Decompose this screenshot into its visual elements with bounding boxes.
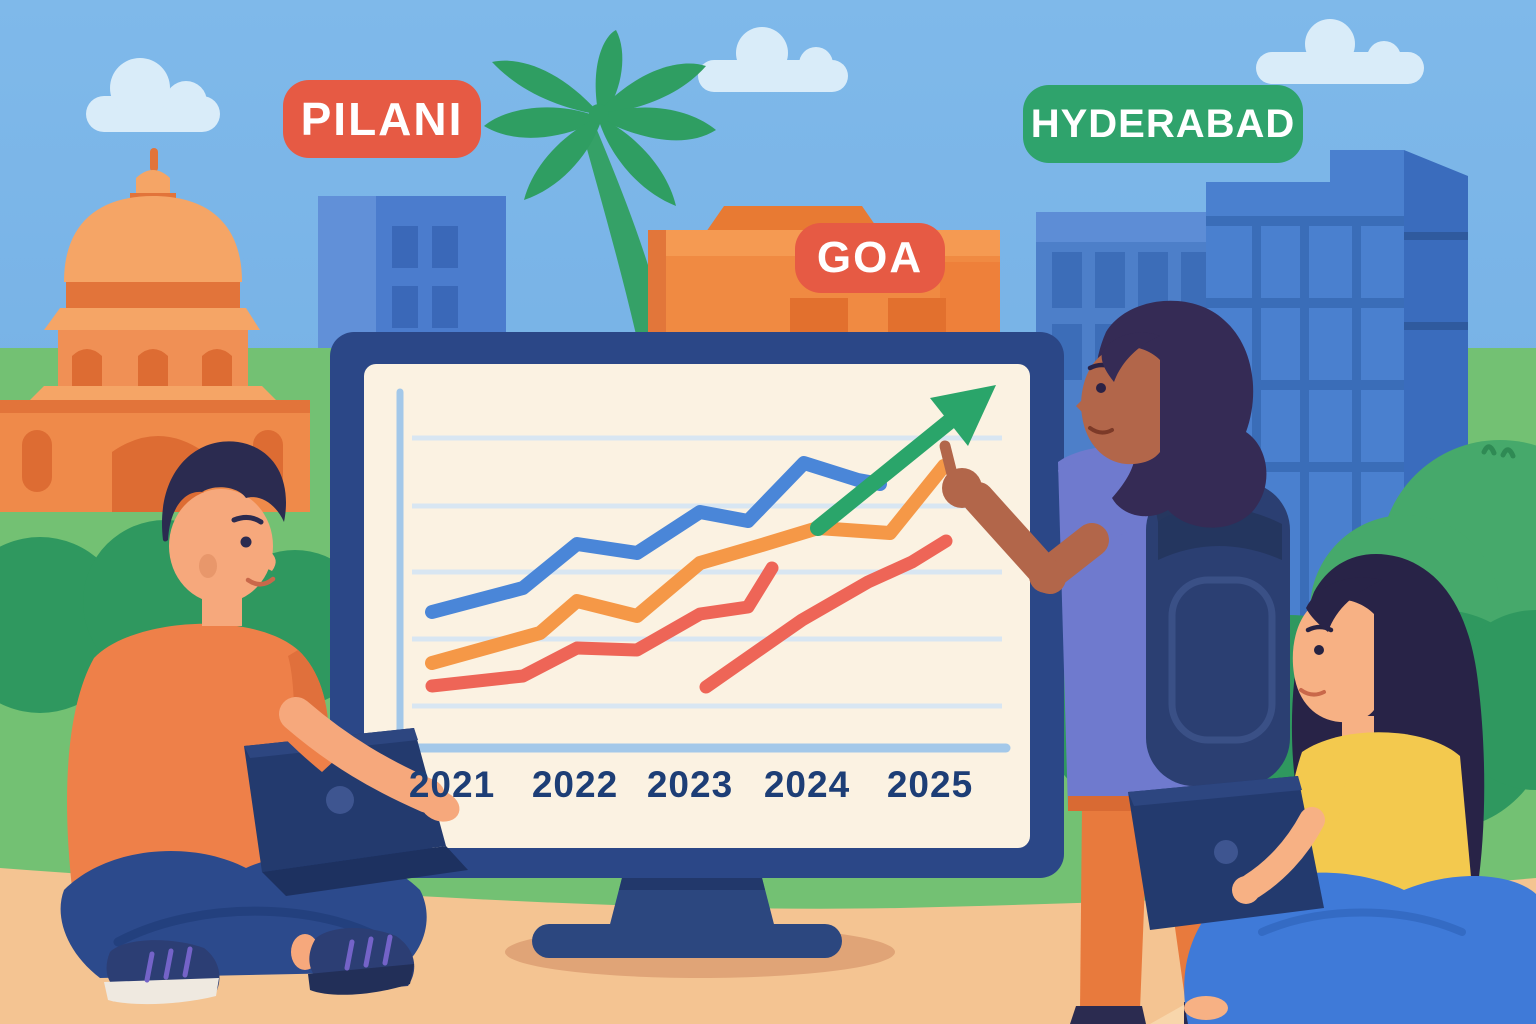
arm [279,697,445,813]
cloud-center [698,27,848,92]
laptop-base [262,846,468,896]
pointing-finger [939,440,960,488]
city-badge-goa: GOA [795,223,945,293]
city-badge-goa-label: GOA [816,233,924,282]
cloud-right [1256,19,1424,84]
x-tick-2021: 2021 [408,764,496,805]
city-badge-pilani: PILANI [283,80,481,158]
city-badge-hyderabad: HYDERABAD [1023,85,1303,163]
eyebrow [231,514,264,525]
eye [240,536,252,548]
grass-tuft [1481,444,1516,459]
person-sitting-left [60,441,468,1005]
shoe-left [1070,1006,1146,1024]
chart [395,385,1011,753]
building-blue-left [318,196,506,348]
hair-fringe [1306,577,1382,632]
sneaker-right-laces [344,934,393,971]
smile [245,576,276,587]
cloud-left [86,58,220,132]
x-tick-2022: 2022 [531,764,619,805]
eyebrow [1305,624,1334,633]
sleeve [1058,448,1128,554]
hand [420,790,460,822]
laptop-logo [1214,840,1238,864]
hair-fringe [1101,332,1160,382]
chart-line-orange [425,459,951,670]
face [1081,346,1160,465]
smile [1088,426,1114,435]
city-badge-pilani-label: PILANI [300,93,464,145]
backpack [1146,482,1290,786]
jeans-crease [1258,908,1466,936]
palm-tree [484,30,716,352]
eye [1314,645,1324,655]
city-badge-hyderabad-label: HYDERABAD [1030,101,1296,146]
sneaker-left-laces [144,946,193,983]
x-tick-2025: 2025 [886,764,974,805]
monitor-stand-base [532,924,842,958]
chart-line-red-a [425,561,779,693]
sleeve [1290,752,1352,826]
chart-line-blue [425,456,887,619]
nose [262,550,276,571]
smile [1299,688,1326,697]
building-dome-pilani [0,148,310,512]
arm [1239,807,1325,899]
forearm [962,482,1066,594]
backpack-pocket [1168,576,1276,744]
pant-leg-left [1080,806,1148,1018]
person-sitting-right [1128,553,1536,1024]
chart-line-red-b [699,534,953,694]
sneaker-right-sole [308,964,414,995]
foot [1184,996,1228,1020]
sneaker-left-sole [104,978,219,1005]
trend-arrow-icon [810,385,996,536]
hand [1232,876,1260,904]
nose [1076,396,1086,416]
eye [1096,383,1106,393]
hair [161,441,287,542]
x-tick-2024: 2024 [763,764,851,805]
laptop-right [1128,776,1324,930]
laptop-logo [326,786,354,814]
x-tick-2023: 2023 [646,764,734,805]
ear [199,554,217,578]
